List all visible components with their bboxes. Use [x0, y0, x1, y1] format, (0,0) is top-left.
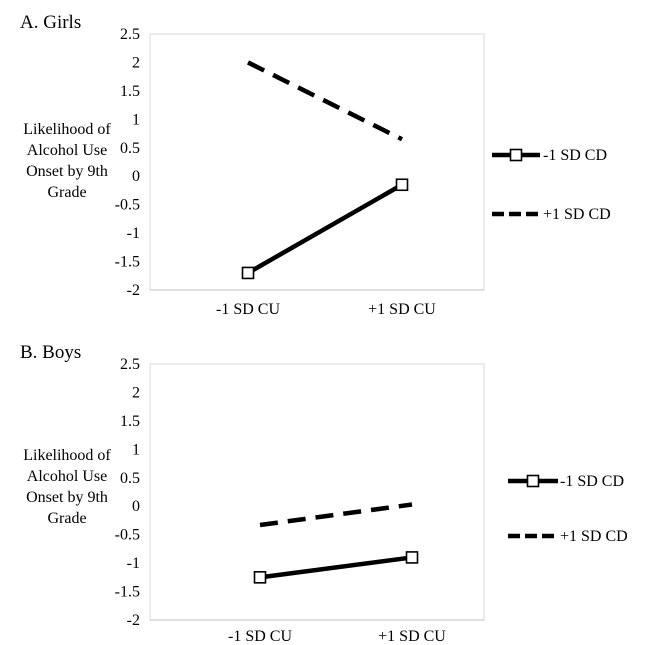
y-tick-label: 1.5	[120, 83, 140, 100]
plot-area	[149, 363, 485, 621]
chart-title: A. Girls	[20, 12, 81, 33]
chart-panel-boys: B. Boys 2.5 2 1.5 1 0.5 0 -0.5 -1 -1.5 -2 -1 SD CU +…	[20, 342, 628, 645]
legend-label: +1 SD CD	[543, 206, 611, 223]
series-line-minus-1sd-cd	[259, 555, 413, 580]
legend-marker	[526, 474, 540, 488]
data-point-marker	[253, 571, 267, 584]
legend-label: -1 SD CD	[560, 473, 624, 490]
y-tick-label: 1	[132, 441, 140, 458]
x-tick-label: +1 SD CU	[368, 301, 436, 318]
series-line-plus-1sd-cd	[246, 60, 404, 142]
y-tick-label: -0.5	[115, 197, 140, 214]
data-point-marker	[405, 551, 419, 564]
y-tick-label: -1.5	[115, 584, 140, 601]
y-tick-label: 2	[132, 384, 140, 401]
y-tick-label: 0	[132, 168, 140, 185]
y-tick-label: -2	[127, 282, 140, 299]
y-tick-label: -1	[127, 225, 140, 242]
y-axis-label-line: Likelihood of	[23, 447, 111, 464]
chart-title: B. Boys	[20, 342, 81, 363]
y-axis-label: Likelihood of Alcohol Use Onset by 9th Grad…	[23, 121, 111, 201]
series-line-minus-1sd-cd	[246, 182, 404, 275]
y-tick-label: 2.5	[120, 26, 140, 43]
y-axis-label-line: Alcohol Use	[27, 142, 107, 159]
y-axis-label: Likelihood of Alcohol Use Onset by 9th Grad…	[23, 447, 111, 527]
y-axis-label-line: Likelihood of	[23, 121, 111, 138]
x-tick-label: +1 SD CU	[378, 628, 446, 645]
x-tick-label: -1 SD CU	[216, 301, 280, 318]
x-tick-label: -1 SD CU	[228, 628, 292, 645]
y-tick-label: 2	[132, 54, 140, 71]
y-tick-label: 1.5	[120, 413, 140, 430]
legend-label: +1 SD CD	[560, 528, 628, 545]
y-axis-label-line: Grade	[47, 184, 86, 201]
y-axis-label-line: Alcohol Use	[27, 468, 107, 485]
y-tick-label: 0	[132, 498, 140, 515]
y-tick-label: 2.5	[120, 356, 140, 373]
y-axis-label-line: Onset by 9th	[26, 489, 108, 506]
y-axis-label-line: Onset by 9th	[26, 163, 108, 180]
data-point-marker	[241, 266, 255, 280]
y-tick-label: -1	[127, 555, 140, 572]
data-point-marker	[395, 178, 409, 192]
y-tick-label: -0.5	[115, 527, 140, 544]
y-axis-label-line: Grade	[47, 510, 86, 527]
chart-panel-girls: A. Girls 2.5 2 1.5 1 0.5 0 -0.5 -1 -1.5 -2 -1 SD CU…	[20, 12, 611, 318]
y-tick-label: -2	[127, 612, 140, 629]
legend-marker	[509, 148, 523, 162]
y-tick-label: 0.5	[120, 470, 140, 487]
y-tick-label: 0.5	[120, 140, 140, 157]
series-line-plus-1sd-cd	[259, 502, 413, 528]
y-tick-label: -1.5	[115, 254, 140, 271]
legend-label: -1 SD CD	[543, 147, 607, 164]
plot-area	[149, 33, 485, 291]
y-tick-label: 1	[132, 111, 140, 128]
